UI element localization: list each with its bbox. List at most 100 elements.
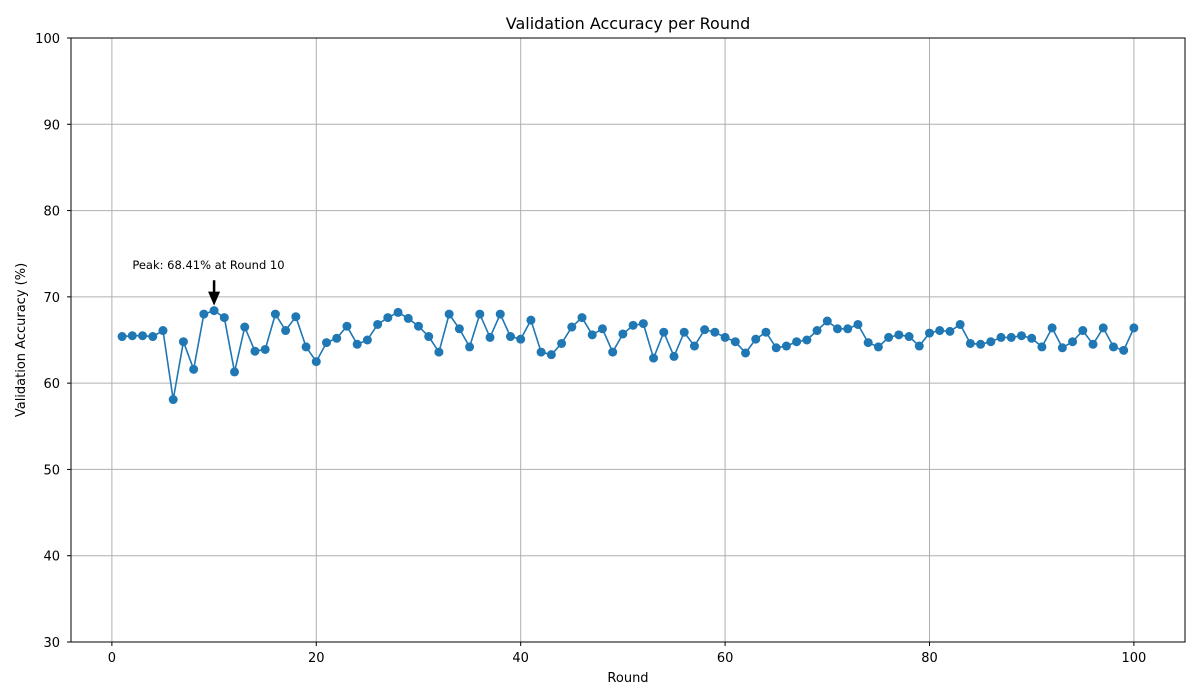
data-point [495, 309, 505, 319]
annotation: Peak: 68.41% at Round 10 [132, 258, 285, 306]
data-point [914, 341, 924, 351]
data-point [178, 337, 188, 347]
data-point [649, 353, 659, 363]
data-point [689, 341, 699, 351]
annotation-text: Peak: 68.41% at Round 10 [132, 258, 284, 272]
data-point [965, 338, 975, 348]
data-point [189, 364, 199, 374]
data-point [710, 327, 720, 337]
data-point [771, 343, 781, 353]
data-point [1027, 333, 1037, 343]
data-point [608, 347, 618, 357]
data-point [413, 321, 423, 331]
data-point [1037, 342, 1047, 352]
data-point [301, 342, 311, 352]
data-point [853, 319, 863, 329]
y-tick-label: 80 [43, 205, 60, 220]
data-point [894, 330, 904, 340]
y-tick-label: 100 [35, 32, 60, 47]
data-point [250, 346, 260, 356]
data-point [679, 327, 689, 337]
data-point [996, 332, 1006, 342]
data-point [393, 307, 403, 317]
data-point [720, 332, 730, 342]
data-point [1016, 331, 1026, 341]
data-point [618, 329, 628, 339]
data-point [342, 321, 352, 331]
data-point [526, 315, 536, 325]
data-point [567, 322, 577, 332]
data-point [434, 347, 444, 357]
data-point [669, 351, 679, 361]
data-point [158, 326, 168, 336]
y-tick-label: 90 [43, 118, 60, 133]
data-point [362, 335, 372, 345]
data-point [761, 327, 771, 337]
x-tick-label: 60 [717, 651, 734, 666]
y-tick-label: 30 [43, 636, 60, 651]
data-point [424, 332, 434, 342]
data-point [812, 326, 822, 336]
data-point [148, 332, 158, 342]
data-point [281, 326, 291, 336]
x-tick-label: 100 [1121, 651, 1146, 666]
y-tick-label: 70 [43, 291, 60, 306]
data-point [465, 342, 475, 352]
data-point [475, 309, 485, 319]
data-point [904, 332, 914, 342]
data-point [935, 326, 945, 336]
data-point [270, 309, 280, 319]
data-point [373, 319, 383, 329]
data-point [781, 341, 791, 351]
data-point [628, 320, 638, 330]
data-point [863, 338, 873, 348]
data-point [822, 316, 832, 326]
plot-area-frame [70, 37, 1186, 643]
data-point [1057, 343, 1067, 353]
data-point [659, 327, 669, 337]
data-point [403, 313, 413, 323]
data-point [843, 324, 853, 334]
data-point [925, 328, 934, 338]
x-tick-label: 80 [921, 651, 938, 666]
data-point [383, 313, 393, 323]
data-point [884, 332, 894, 342]
y-axis-label: Validation Accuracy (%) [14, 263, 29, 417]
data-point [117, 332, 127, 342]
data-point [322, 338, 331, 348]
data-point [976, 339, 986, 349]
data-point [332, 333, 342, 343]
data-point [291, 312, 301, 322]
x-tick-label: 20 [308, 651, 325, 666]
data-point [219, 313, 229, 323]
chart-title: Validation Accuracy per Round [506, 14, 751, 33]
data-point [1006, 332, 1016, 342]
data-point [230, 367, 240, 377]
y-tick-label: 50 [43, 463, 60, 478]
data-point [516, 334, 526, 344]
y-tick-label: 40 [43, 550, 60, 565]
data-point [1119, 345, 1129, 355]
data-point [597, 324, 607, 334]
data-point [311, 357, 321, 367]
data-point [587, 330, 597, 340]
x-axis-label: Round [607, 671, 648, 686]
data-point [240, 322, 250, 332]
data-point [1129, 323, 1139, 333]
data-point [955, 319, 965, 329]
x-tick-label: 40 [512, 651, 529, 666]
data-point [138, 331, 148, 341]
data-point [945, 326, 955, 336]
data-point [505, 332, 515, 342]
data-point [260, 344, 270, 354]
data-point [485, 332, 495, 342]
data-point [536, 347, 546, 357]
series-accuracy [117, 306, 1139, 405]
series-line [122, 309, 1135, 400]
data-point [751, 334, 761, 344]
y-tick-label: 60 [43, 377, 60, 392]
data-point [700, 325, 710, 335]
data-point [986, 337, 996, 347]
